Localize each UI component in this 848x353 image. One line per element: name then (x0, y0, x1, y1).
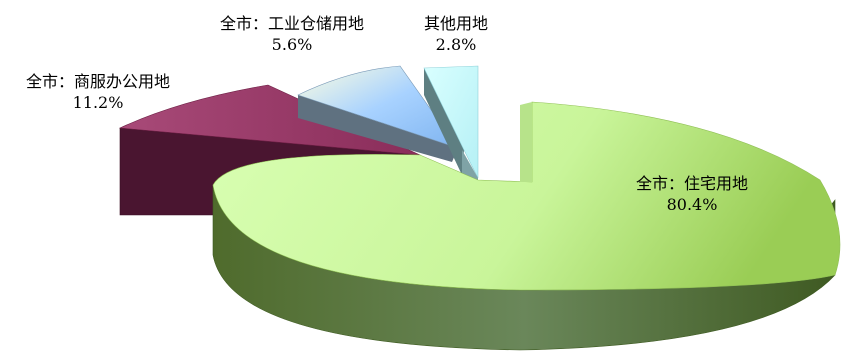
slice-label-commercial: 全市：商服办公用地 11.2% (0, 71, 196, 113)
slice-side-other (424, 68, 464, 175)
slice-label-residential: 全市：住宅用地 80.4% (612, 173, 772, 215)
slice-cut-residential (520, 102, 532, 182)
slice-name: 全市：工业仓储用地 (219, 14, 364, 33)
slice-value: 11.2% (72, 93, 124, 112)
slice-name: 全市：住宅用地 (635, 174, 748, 193)
slice-value: 5.6% (271, 35, 313, 54)
slice-name: 全市：商服办公用地 (25, 72, 170, 91)
slice-side-industrial (298, 95, 458, 162)
slice-residential (212, 101, 841, 291)
slice-value: 80.4% (666, 195, 718, 214)
slice-edge-other (462, 150, 478, 180)
slice-label-industrial: 全市：工业仓储用地 5.6% (196, 13, 388, 55)
slice-commercial (118, 84, 421, 156)
slice-label-other: 其他用地 2.8% (396, 13, 516, 55)
slice-name: 其他用地 (423, 14, 488, 33)
slice-industrial (297, 65, 459, 149)
slice-value: 2.8% (435, 35, 477, 54)
